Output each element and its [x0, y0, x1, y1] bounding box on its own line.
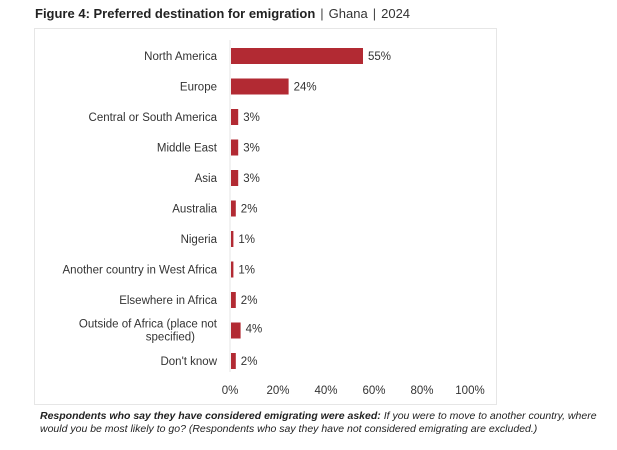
- x-tick-label: 0%: [222, 385, 239, 397]
- category-label: Asia: [195, 173, 218, 185]
- value-label: 2%: [241, 295, 258, 307]
- x-tick-label: 60%: [362, 385, 385, 397]
- value-label: 3%: [243, 173, 260, 185]
- value-label: 55%: [368, 51, 391, 63]
- footnote: Respondents who say they have considered…: [40, 410, 600, 435]
- x-tick-label: 20%: [266, 385, 289, 397]
- category-label: Middle East: [157, 143, 218, 155]
- bar: [231, 353, 236, 369]
- title-year: 2024: [381, 6, 411, 21]
- bar: [231, 261, 234, 278]
- title-main: Figure 4: Preferred destination for emig…: [35, 6, 316, 21]
- category-label: Another country in West Africa: [63, 265, 218, 277]
- category-label: Australia: [172, 204, 217, 216]
- value-label: 1%: [238, 234, 255, 246]
- x-tick-label: 80%: [410, 385, 433, 397]
- value-label: 3%: [243, 112, 260, 124]
- value-label: 24%: [294, 82, 317, 94]
- bar: [231, 170, 239, 186]
- category-label: North America: [144, 51, 217, 63]
- category-label: Europe: [180, 82, 217, 94]
- title-separator: |: [320, 6, 324, 21]
- bar: [231, 109, 239, 125]
- title-separator-2: |: [372, 6, 377, 21]
- figure-title: Figure 4: Preferred destination for emig…: [35, 6, 410, 21]
- value-label: 3%: [243, 143, 260, 155]
- footnote-question-intro: Respondents who say they have considered…: [40, 410, 381, 422]
- category-label: Nigeria: [181, 234, 218, 246]
- bar: [231, 292, 236, 308]
- bar: [231, 200, 236, 217]
- value-label: 1%: [238, 265, 255, 277]
- value-label: 4%: [246, 324, 263, 336]
- category-label: Elsewhere in Africa: [119, 295, 217, 307]
- x-tick-label: 40%: [314, 385, 337, 397]
- footnote-question-text: If you were to move to another country, …: [40, 410, 597, 435]
- title-country: Ghana: [328, 6, 368, 21]
- bar: [231, 139, 239, 156]
- bar: [231, 78, 289, 95]
- value-label: 2%: [241, 356, 258, 368]
- category-label: Don't know: [160, 356, 217, 368]
- x-tick-label: 100%: [455, 385, 484, 397]
- bar: [231, 231, 234, 247]
- category-label: Central or South America: [89, 112, 218, 124]
- bar: [231, 48, 363, 64]
- bar: [231, 322, 241, 339]
- value-label: 2%: [241, 204, 258, 216]
- category-label: Outside of Africa (place not specified): [79, 319, 218, 344]
